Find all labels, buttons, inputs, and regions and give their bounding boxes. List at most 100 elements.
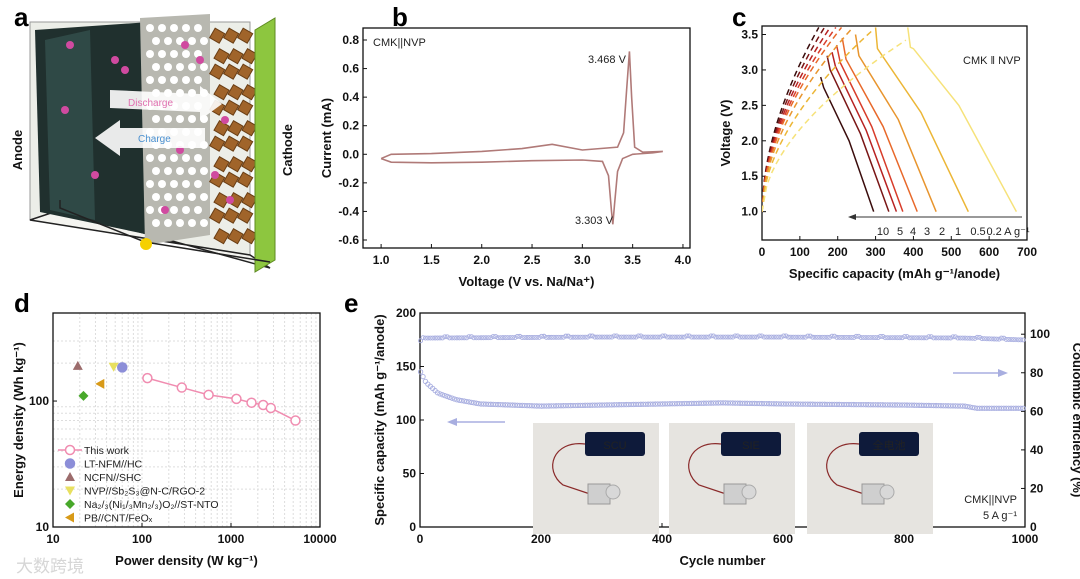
x-tick-label: 200 <box>531 532 551 546</box>
ce-point <box>727 334 733 340</box>
separator-hole <box>158 180 166 188</box>
capacity-point <box>420 373 426 380</box>
ce-point <box>485 335 491 341</box>
separator-hole <box>152 37 160 45</box>
ce-point <box>885 335 891 341</box>
sodium-ion <box>91 171 99 179</box>
capacity-point <box>442 392 448 399</box>
ce-point <box>626 334 632 340</box>
capacity-point <box>468 399 475 405</box>
ce-point <box>652 334 658 340</box>
charge-discharge-chart: c 0 100 200 300 400 500 600 700 1.0 1.5 2.0 2.5 3.0 3… <box>718 2 1037 281</box>
ce-point <box>648 334 653 340</box>
x-tick-label: 400 <box>652 532 672 546</box>
separator-hole <box>194 24 202 32</box>
panel-label-d: d <box>14 288 30 318</box>
ce-point <box>965 335 970 341</box>
ce-point <box>551 334 557 340</box>
ce-point <box>490 334 496 339</box>
panel-label-a: a <box>14 2 29 32</box>
legend-marker <box>65 512 74 523</box>
battery-cap <box>605 484 621 500</box>
sodium-ion <box>111 56 119 64</box>
ce-point <box>718 334 724 340</box>
capacity-point <box>451 396 458 402</box>
ce-point <box>957 335 963 341</box>
ce-point <box>435 335 440 341</box>
sodium-ions <box>61 41 234 214</box>
ce-point <box>681 334 687 340</box>
ce-point <box>742 334 748 340</box>
ce-point <box>945 335 951 341</box>
device-photo: SCU <box>533 423 659 534</box>
separator-hole <box>152 219 160 227</box>
ce-point <box>701 334 707 340</box>
y-tick-label: 150 <box>396 360 416 374</box>
ce-point <box>730 334 736 340</box>
separator-hole <box>176 193 184 201</box>
ce-point <box>969 335 975 341</box>
led-display-text: 全电池 <box>873 438 906 452</box>
sodium-ion <box>161 206 169 214</box>
ce-point <box>933 335 939 341</box>
cathode-cube <box>241 83 258 101</box>
ce-point <box>856 333 862 339</box>
cathode-cube <box>236 63 254 80</box>
capacity-point <box>463 398 470 405</box>
ce-point <box>672 334 678 340</box>
separator-hole <box>182 180 190 188</box>
ce-point <box>960 335 966 341</box>
ce-point <box>715 334 721 340</box>
x-tick-label: 2.5 <box>524 253 541 267</box>
ce-point <box>461 335 467 341</box>
light-bulb-icon <box>140 238 152 250</box>
sodium-ion <box>121 66 129 74</box>
battery-illustration: a Discharge Charge Anode Cathode <box>10 2 295 273</box>
cathode-cube <box>208 207 226 224</box>
separator-hole <box>194 154 202 162</box>
plot-frame <box>52 312 321 528</box>
ce-point <box>844 334 849 340</box>
ce-point <box>943 335 949 341</box>
ce-point <box>449 335 455 341</box>
charge-curve <box>762 26 843 212</box>
separator-hole <box>146 180 154 188</box>
ce-point <box>507 335 513 341</box>
separator-hole <box>170 154 178 162</box>
ce-point <box>1015 337 1021 343</box>
ce-point <box>657 334 663 340</box>
anode-face <box>45 30 95 220</box>
separator-hole <box>152 167 160 175</box>
ce-point <box>543 334 549 340</box>
y-tick-label: 50 <box>403 467 417 481</box>
legend-marker <box>65 499 75 509</box>
x-axis-label: Cycle number <box>680 553 766 568</box>
ce-point <box>580 334 586 340</box>
led-badge <box>585 432 645 456</box>
x-tick-label: 200 <box>828 245 848 259</box>
ce-point <box>481 335 486 341</box>
y-axis-label: Current (mA) <box>319 98 334 178</box>
discharge-curve <box>835 44 904 212</box>
separator-hole <box>188 167 196 175</box>
device-photo: 全电池 <box>807 423 933 534</box>
ce-point <box>805 333 811 339</box>
ce-point <box>723 334 728 340</box>
ce-point <box>892 335 898 341</box>
ce-point <box>650 334 656 340</box>
ce-point <box>974 334 980 340</box>
ce-point <box>1008 337 1014 342</box>
panel-label-b: b <box>392 2 408 32</box>
y2-tick-label: 60 <box>1030 404 1044 418</box>
sodium-ion <box>196 56 204 64</box>
legend-marker <box>65 472 75 481</box>
separator-hole <box>170 180 178 188</box>
ce-point <box>510 335 516 341</box>
ce-point <box>669 334 675 340</box>
cathode-cube <box>208 63 226 80</box>
separator-hole <box>200 37 208 45</box>
ce-point <box>785 334 791 340</box>
ce-point <box>483 335 489 341</box>
ce-point <box>643 334 649 340</box>
